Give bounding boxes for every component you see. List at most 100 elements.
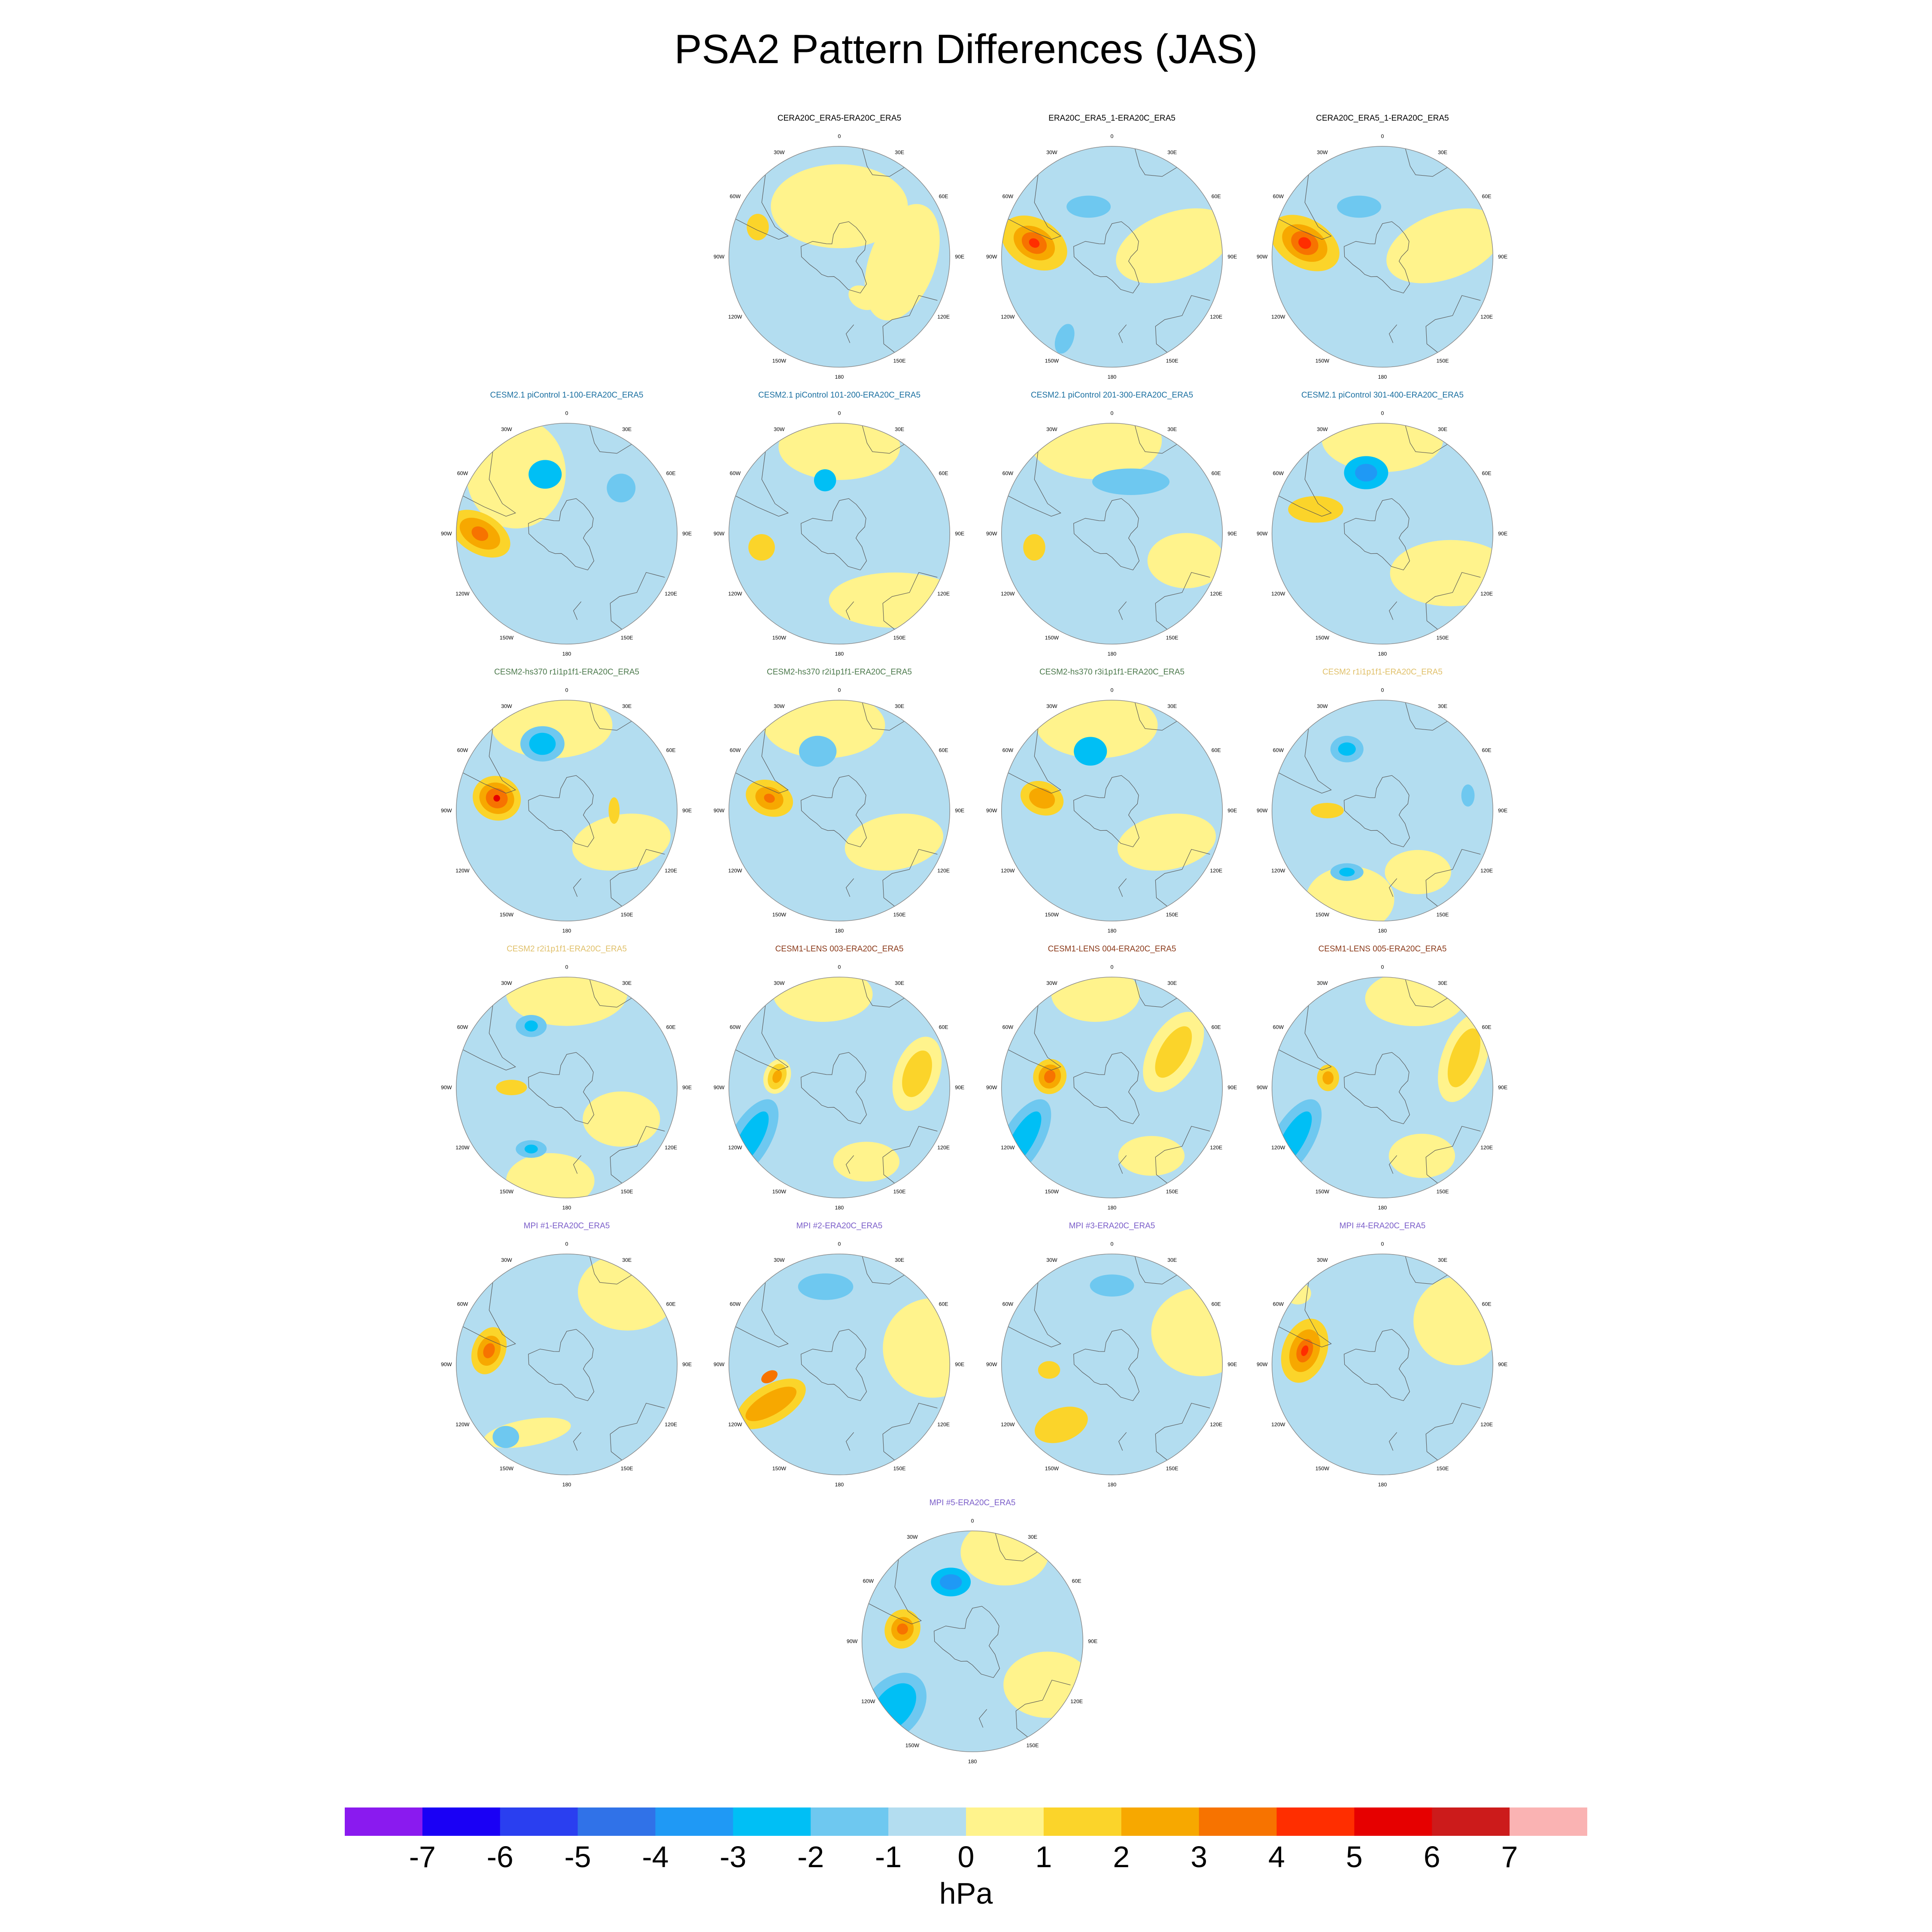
longitude-label: 120E [665,1422,677,1428]
longitude-label: 150E [893,635,906,641]
antarctica-coastline [1073,1052,1140,1124]
longitude-label: 30E [622,426,632,432]
africa-coastline [1405,1256,1448,1285]
contour-region [1034,1406,1088,1443]
longitude-label: 90E [955,1361,964,1367]
longitude-label: 150E [621,911,633,917]
south-america-coastline [868,1559,922,1625]
south-america-coastline [462,1005,516,1071]
longitude-label: 0 [565,964,568,970]
south-america-coastline [735,174,789,240]
longitude-label: 30W [1046,426,1057,432]
longitude-label: 150W [1045,1465,1059,1471]
contour-region [1301,1345,1309,1356]
longitude-label: 90E [1227,254,1237,260]
longitude-label: 150W [772,1465,787,1471]
africa-coastline [1134,425,1177,454]
africa-coastline [589,979,632,1008]
longitude-label: 120E [1480,868,1493,874]
colorbar-swatch [966,1807,1044,1836]
longitude-label: 120E [665,591,677,597]
polar-map: 0 30E 60E 90E 120E 150E 180 150W 120W 90W 60W 30W [1257,687,1507,934]
colorbar-tick-label: -3 [720,1840,747,1874]
longitude-label: 150E [893,911,906,917]
colorbar-tick-label: 0 [957,1840,975,1874]
new-zealand-coastline [846,878,854,897]
longitude-label: 90W [1257,808,1268,814]
map-border [456,1253,678,1476]
longitude-label: 150W [1045,1188,1059,1194]
contour-region [748,534,775,561]
longitude-label: 150W [1045,635,1059,641]
longitude-label: 0 [1381,964,1384,970]
longitude-label: 120W [1271,591,1285,597]
longitude-label: 150W [772,635,787,641]
contour-region [814,469,836,492]
longitude-label: 30E [1028,1534,1037,1540]
longitude-label: 90W [714,254,725,260]
longitude-label: 150E [1166,358,1179,364]
south-america-coastline [735,1005,789,1071]
contour-region [1051,977,1140,1022]
map-border [1001,699,1223,922]
contour-region [1388,1133,1455,1178]
longitude-label: 180 [835,928,844,934]
africa-coastline [589,1256,632,1285]
map-border [1001,976,1223,1199]
longitude-label: 60W [1002,194,1014,200]
longitude-label: 120W [1271,868,1285,874]
longitude-label: 120E [1210,591,1222,597]
australia-coastline [1155,1403,1210,1461]
longitude-label: 180 [1108,928,1117,934]
africa-coastline [589,702,632,731]
map-border [861,1530,1084,1753]
contour-region [1365,977,1465,1027]
antarctica-coastline [801,498,867,571]
longitude-label: 90E [955,1084,964,1091]
contour-region [1116,208,1223,283]
map-panel: CESM2-hs370 r2i1p1f1-ERA20C_ERA5 0 30E 60E 9… [706,668,972,942]
map-panel: CESM2.1 piControl 301-400-ERA20C_ERA5 0 30… [1249,391,1516,665]
polar-map: 0 30E 60E 90E 120E 150E 180 150W 120W 90W 60W 30W [986,1241,1237,1488]
colorbar-swatch [1043,1807,1122,1836]
longitude-label: 150E [1027,1742,1039,1748]
longitude-label: 30W [501,426,512,432]
contour-region [492,1426,519,1448]
polar-map: 0 30E 60E 90E 120E 150E 180 150W 120W 90W 60W 30W [441,410,692,657]
map-panel: MPI #2-ERA20C_ERA5 0 30E 60E 90E 120E 150E 180 1… [706,1221,972,1496]
longitude-label: 30W [1317,703,1328,709]
longitude-label: 120E [937,314,950,320]
australia-coastline [610,1403,665,1461]
new-zealand-coastline [1118,878,1127,897]
longitude-label: 60E [1212,194,1221,200]
map-background [1001,146,1223,368]
longitude-label: 150W [1315,635,1330,641]
antarctica-coastline [1344,1052,1410,1124]
contour-region [1322,1071,1334,1085]
map-panel: CESM2-hs370 r3i1p1f1-ERA20C_ERA5 0 30E 60E 9… [979,668,1245,942]
contour-region [1385,850,1451,894]
south-america-coastline [1278,174,1332,240]
longitude-label: 90W [986,808,997,814]
colorbar-tick-label: 7 [1501,1840,1518,1874]
longitude-label: 150E [1437,1188,1449,1194]
australia-coastline [1155,295,1210,353]
map-panel: MPI #5-ERA20C_ERA5 0 30E 60E 90E 120E 150E 180 1… [839,1498,1106,1773]
australia-coastline [610,849,665,907]
longitude-label: 90E [1498,531,1507,537]
longitude-label: 60W [730,747,741,753]
colorbar-swatch [422,1807,501,1836]
contour-region [833,1142,900,1182]
new-zealand-coastline [1389,324,1397,343]
longitude-label: 60E [1482,747,1492,753]
africa-coastline [862,1256,905,1285]
map-border [1001,1253,1223,1476]
colorbar-swatch [1510,1807,1587,1836]
longitude-label: 150E [1437,1465,1449,1471]
longitude-label: 30E [895,1257,904,1263]
new-zealand-coastline [573,1155,582,1174]
longitude-label: 90E [682,1361,692,1367]
antarctica-coastline [528,775,595,848]
australia-coastline [1425,572,1481,630]
longitude-label: 30E [1167,1257,1177,1263]
